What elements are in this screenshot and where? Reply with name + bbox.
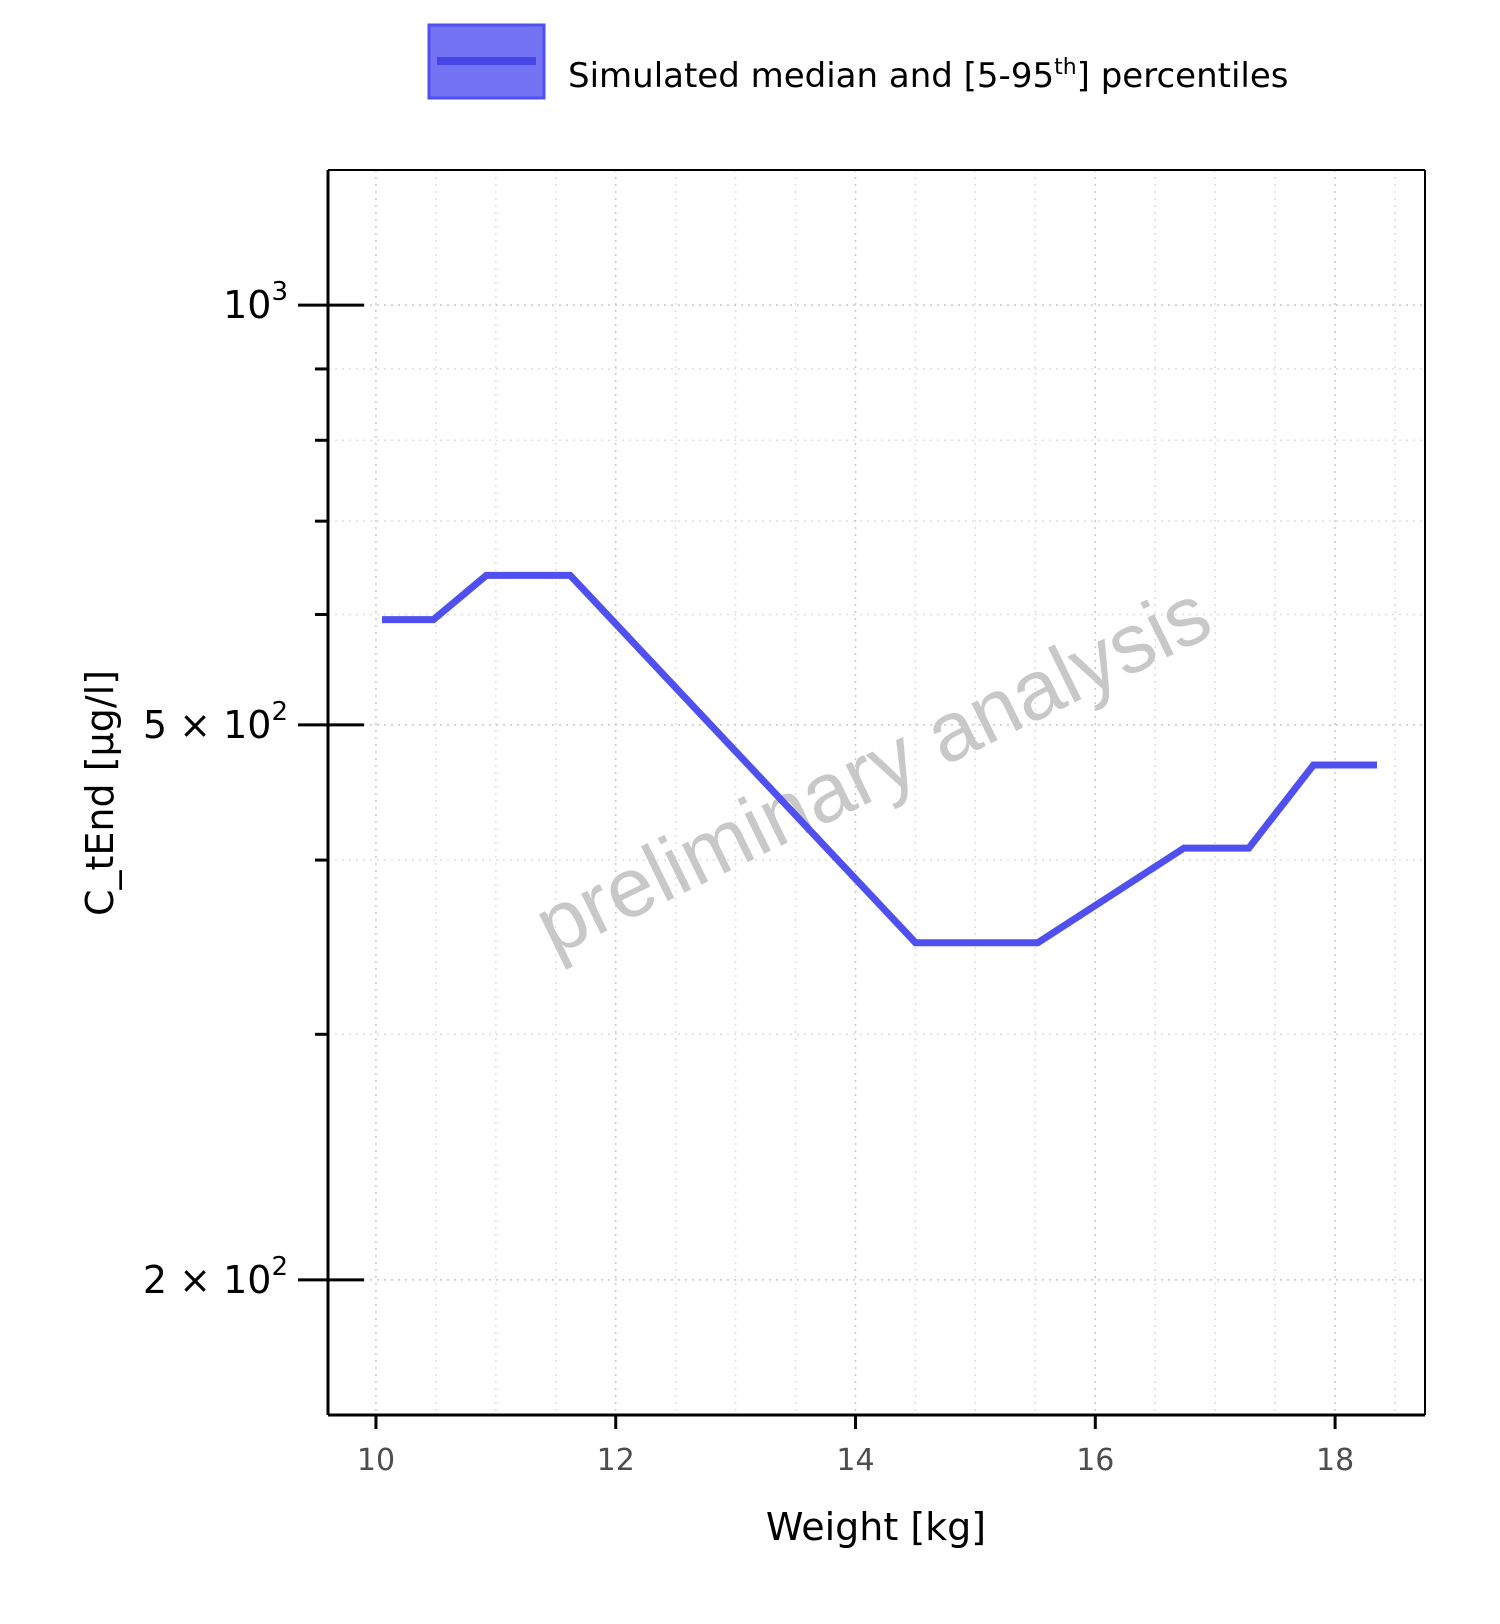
ticks: 10 12 14 16 18 2 × 102 5 × 102 103: [143, 277, 1354, 1478]
y-tick-label-200: 2 × 102: [143, 1252, 288, 1302]
legend-label-suffix: ] percentiles: [1077, 56, 1289, 96]
legend-label: Simulated median and [5-95th] percentile…: [568, 55, 1288, 96]
x-tick-label-10: 10: [357, 1443, 395, 1478]
y-tick-label-1000: 103: [223, 277, 288, 327]
x-tick-label-14: 14: [836, 1443, 874, 1478]
axis-titles: Weight [kg] C_tEnd [µg/l]: [78, 670, 986, 1549]
x-tick-label-18: 18: [1316, 1443, 1354, 1478]
y-axis-title: C_tEnd [µg/l]: [78, 670, 122, 916]
legend: Simulated median and [5-95th] percentile…: [427, 23, 1288, 100]
legend-label-prefix: Simulated median and [5-95: [568, 56, 1054, 96]
axes: [326, 169, 1426, 1417]
watermark: preliminary analysis: [520, 565, 1224, 973]
series-line-0: [382, 571, 1377, 947]
x-axis-title: Weight [kg]: [766, 1505, 986, 1549]
legend-label-superscript: th: [1054, 55, 1077, 80]
watermark-layer: preliminary analysis: [520, 565, 1224, 973]
y-tick-label-500: 5 × 102: [143, 697, 288, 747]
x-tick-label-12: 12: [597, 1443, 635, 1478]
x-tick-label-16: 16: [1076, 1443, 1114, 1478]
series-layer: [382, 571, 1377, 947]
grid: [328, 170, 1425, 1415]
